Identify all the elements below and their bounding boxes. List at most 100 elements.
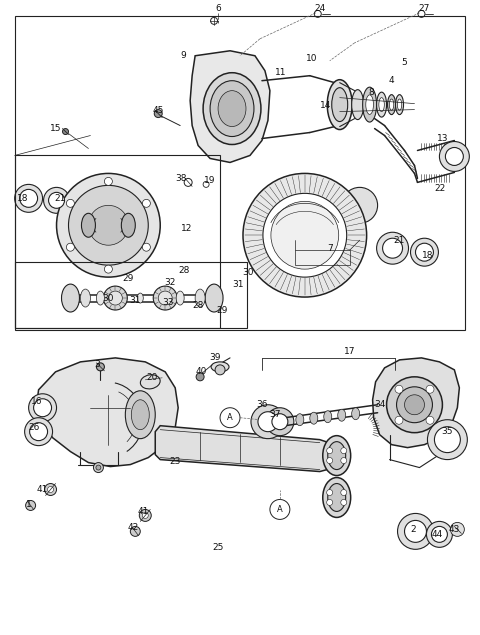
Circle shape [327,448,333,453]
Circle shape [143,199,150,207]
Text: 27: 27 [419,4,430,13]
Bar [15,262,247,328]
Circle shape [196,373,204,381]
Text: 10: 10 [306,54,318,64]
Circle shape [66,243,74,251]
Bar [15,16,465,330]
Circle shape [426,521,452,547]
Ellipse shape [396,95,404,114]
Circle shape [62,128,69,135]
Circle shape [450,523,464,537]
Ellipse shape [352,408,360,420]
Ellipse shape [324,411,332,423]
Circle shape [395,385,403,393]
Circle shape [104,265,112,273]
Text: 28: 28 [179,265,190,274]
Text: 21: 21 [394,236,405,244]
Circle shape [341,448,347,453]
Text: 31: 31 [130,295,141,305]
Ellipse shape [323,478,351,518]
Text: 38: 38 [175,174,187,183]
Ellipse shape [121,213,135,237]
Text: 45: 45 [153,106,164,115]
Circle shape [103,286,127,310]
Circle shape [94,462,103,472]
Ellipse shape [218,91,246,126]
Text: 36: 36 [256,400,268,409]
Ellipse shape [338,409,346,421]
Text: 29: 29 [122,274,134,283]
Ellipse shape [205,284,223,312]
Text: 18: 18 [422,251,433,260]
Circle shape [445,147,463,166]
Circle shape [270,500,290,519]
Circle shape [104,177,112,185]
Text: 17: 17 [344,347,355,356]
Ellipse shape [323,436,351,476]
Circle shape [266,408,294,436]
Circle shape [327,458,333,464]
Text: 41: 41 [138,507,149,516]
Ellipse shape [327,79,352,130]
Circle shape [139,509,151,521]
Circle shape [29,394,57,422]
Text: 7: 7 [327,244,333,253]
Ellipse shape [61,284,80,312]
Ellipse shape [352,90,364,119]
Text: 26: 26 [28,423,39,432]
Circle shape [432,526,447,542]
Ellipse shape [132,400,149,430]
Circle shape [142,512,148,518]
Ellipse shape [366,95,373,114]
Ellipse shape [397,99,402,110]
Text: 13: 13 [437,134,448,143]
Text: 41: 41 [37,485,48,494]
Ellipse shape [195,289,205,307]
Ellipse shape [176,291,184,305]
Circle shape [396,387,432,423]
Circle shape [341,458,347,464]
Polygon shape [372,358,459,448]
Circle shape [69,185,148,265]
Circle shape [15,184,43,212]
Text: 12: 12 [180,224,192,233]
Ellipse shape [137,293,144,303]
Circle shape [426,417,434,424]
Text: 25: 25 [212,543,224,552]
Ellipse shape [211,362,229,372]
Ellipse shape [203,73,261,145]
Text: 16: 16 [31,398,42,406]
Circle shape [263,194,347,277]
Circle shape [341,490,347,495]
Text: A: A [277,505,283,514]
Ellipse shape [377,92,386,117]
Text: 42: 42 [128,523,139,532]
Circle shape [383,238,403,258]
Circle shape [434,427,460,453]
Text: 18: 18 [17,194,28,203]
Circle shape [66,199,74,207]
Ellipse shape [296,414,304,425]
Circle shape [220,408,240,428]
Text: 39: 39 [209,354,221,363]
Text: 30: 30 [103,293,114,302]
Circle shape [44,187,70,213]
Circle shape [153,286,177,310]
Text: 30: 30 [242,267,254,277]
Circle shape [377,232,408,264]
Circle shape [405,521,426,542]
Circle shape [143,243,150,251]
Ellipse shape [332,88,348,121]
Circle shape [416,243,433,261]
Ellipse shape [210,81,254,137]
Ellipse shape [140,375,160,389]
Circle shape [428,420,468,460]
Bar [15,156,220,328]
Polygon shape [36,358,178,467]
Circle shape [397,514,433,549]
Text: 24: 24 [314,4,325,13]
Ellipse shape [389,99,394,110]
Circle shape [342,187,378,224]
Circle shape [243,173,367,297]
Text: 22: 22 [435,184,446,193]
